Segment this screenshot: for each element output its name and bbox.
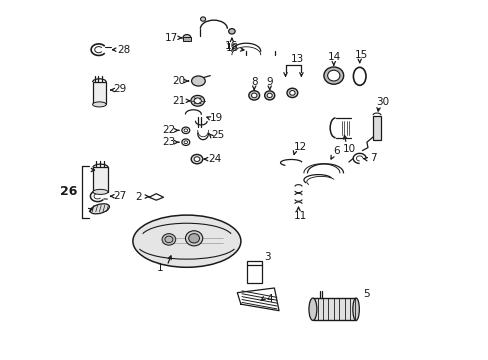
Ellipse shape <box>162 234 175 245</box>
Ellipse shape <box>191 154 203 164</box>
Text: 27: 27 <box>113 191 127 201</box>
Ellipse shape <box>352 298 359 320</box>
Text: 29: 29 <box>113 84 127 94</box>
Text: 15: 15 <box>354 50 367 60</box>
Ellipse shape <box>188 234 199 243</box>
Ellipse shape <box>289 91 294 95</box>
Text: 20: 20 <box>172 76 185 86</box>
Text: 10: 10 <box>342 144 355 154</box>
Text: 3: 3 <box>264 252 270 262</box>
Bar <box>373 116 381 140</box>
Ellipse shape <box>194 157 200 161</box>
Bar <box>183 37 190 41</box>
Text: 6: 6 <box>332 146 339 156</box>
Bar <box>93 167 108 192</box>
Text: 14: 14 <box>327 52 341 62</box>
Text: 24: 24 <box>208 154 221 164</box>
Text: 30: 30 <box>375 96 388 107</box>
Ellipse shape <box>93 189 108 194</box>
Ellipse shape <box>264 91 274 100</box>
Ellipse shape <box>286 88 297 98</box>
Text: 21: 21 <box>172 96 185 106</box>
Ellipse shape <box>194 98 201 104</box>
Text: 19: 19 <box>209 113 223 123</box>
Text: 13: 13 <box>290 54 304 64</box>
Ellipse shape <box>200 17 205 21</box>
Ellipse shape <box>190 95 204 106</box>
Ellipse shape <box>183 35 190 41</box>
Text: 9: 9 <box>266 77 272 87</box>
Text: 8: 8 <box>250 77 257 87</box>
Text: 16: 16 <box>225 41 238 51</box>
Ellipse shape <box>90 204 109 214</box>
Ellipse shape <box>323 67 343 84</box>
Text: 23: 23 <box>162 137 175 147</box>
Bar <box>92 82 106 104</box>
Text: 7: 7 <box>369 153 376 163</box>
Bar <box>247 261 261 283</box>
Text: 28: 28 <box>117 45 130 55</box>
Text: 4: 4 <box>266 294 272 304</box>
Ellipse shape <box>92 102 106 107</box>
Ellipse shape <box>133 215 241 267</box>
Ellipse shape <box>228 29 235 34</box>
Text: 26: 26 <box>60 185 78 198</box>
Ellipse shape <box>185 231 203 246</box>
Ellipse shape <box>266 93 272 98</box>
Ellipse shape <box>308 298 316 320</box>
Ellipse shape <box>327 70 339 81</box>
Text: 5: 5 <box>363 289 369 299</box>
Ellipse shape <box>251 93 256 98</box>
Text: 11: 11 <box>293 211 306 221</box>
Ellipse shape <box>191 76 205 86</box>
Text: 12: 12 <box>293 141 306 152</box>
Text: 25: 25 <box>210 130 224 140</box>
Text: 22: 22 <box>162 125 175 135</box>
Text: 17: 17 <box>164 33 178 43</box>
Ellipse shape <box>248 91 259 100</box>
Text: 1: 1 <box>156 263 163 273</box>
Text: 2: 2 <box>136 192 142 202</box>
Bar <box>312 298 355 320</box>
Text: 18: 18 <box>225 43 239 53</box>
